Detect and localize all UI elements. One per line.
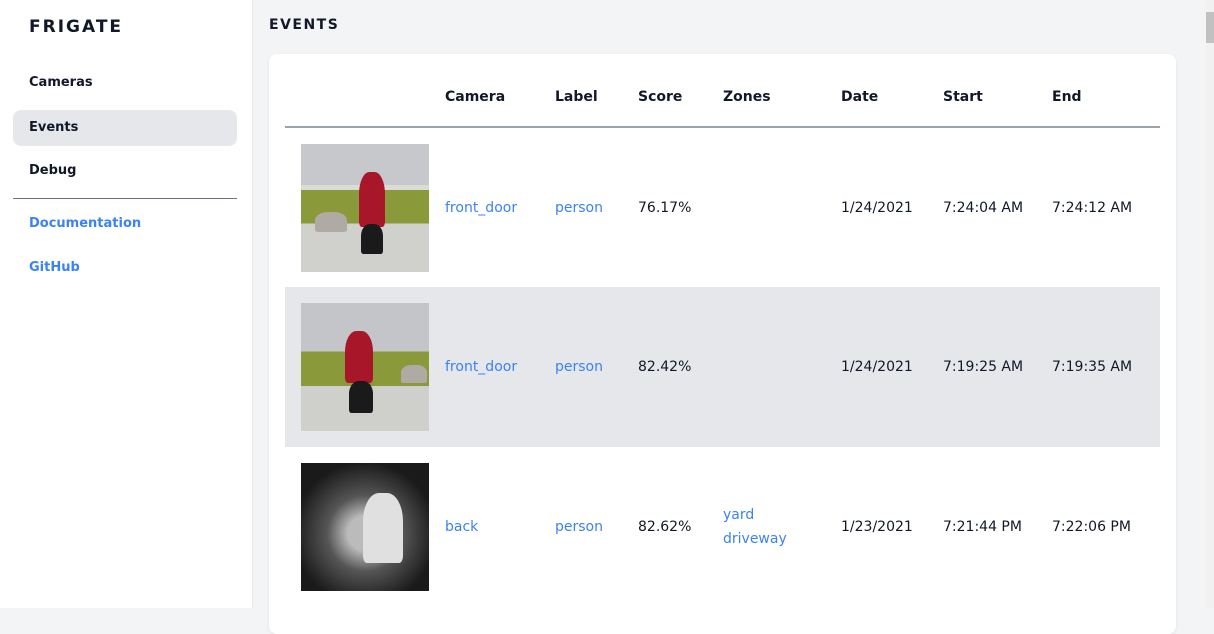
camera-link[interactable]: front_door bbox=[445, 287, 555, 447]
start-time: 7:19:25 AM bbox=[943, 287, 1052, 447]
camera-link[interactable]: back bbox=[445, 519, 479, 535]
end-time: 7:19:35 AM bbox=[1052, 287, 1160, 447]
scrollbar-thumb[interactable] bbox=[1206, 12, 1214, 43]
header-zones: Zones bbox=[723, 54, 841, 128]
events-table: Camera Label Score Zones Date Start End … bbox=[285, 54, 1160, 607]
zone-link[interactable]: driveway bbox=[723, 531, 787, 547]
sidebar-item-cameras[interactable]: Cameras bbox=[29, 75, 93, 90]
sidebar-item-debug[interactable]: Debug bbox=[29, 163, 77, 178]
score: 76.17% bbox=[638, 199, 692, 216]
date: 1/24/2021 bbox=[841, 287, 943, 447]
brand-logo: FRIGATE bbox=[29, 17, 124, 37]
score: 82.62% bbox=[638, 519, 692, 535]
header-end: End bbox=[1052, 54, 1160, 128]
sidebar-divider bbox=[13, 198, 237, 199]
event-thumbnail[interactable] bbox=[301, 303, 429, 431]
sidebar: FRIGATE Cameras Events Debug Documentati… bbox=[0, 0, 253, 608]
header-thumbnail bbox=[285, 54, 445, 128]
header-start: Start bbox=[943, 54, 1052, 128]
end-time: 7:22:06 PM bbox=[1052, 519, 1131, 535]
header-date: Date bbox=[841, 54, 943, 128]
date: 1/23/2021 bbox=[841, 519, 913, 535]
events-card: Camera Label Score Zones Date Start End … bbox=[269, 54, 1176, 634]
header-camera: Camera bbox=[445, 54, 555, 128]
score: 82.42% bbox=[638, 287, 723, 447]
zones: yard driveway bbox=[723, 447, 841, 607]
header-label: Label bbox=[555, 54, 638, 128]
date: 1/24/2021 bbox=[841, 199, 913, 216]
table-row[interactable]: front_door person 76.17% 1/24/2021 7:24:… bbox=[285, 127, 1160, 287]
table-row[interactable]: front_door person 82.42% 1/24/2021 7:19:… bbox=[285, 287, 1160, 447]
header-score: Score bbox=[638, 54, 723, 128]
label-link[interactable]: person bbox=[555, 519, 603, 535]
zones bbox=[723, 287, 841, 447]
table-row[interactable]: back person 82.62% yard driveway 1/23/202… bbox=[285, 447, 1160, 607]
scrollbar[interactable] bbox=[1206, 0, 1214, 608]
event-thumbnail[interactable] bbox=[301, 463, 429, 591]
zone-link[interactable]: yard bbox=[723, 507, 755, 523]
event-thumbnail[interactable] bbox=[301, 143, 429, 272]
sidebar-item-events[interactable]: Events bbox=[13, 110, 237, 146]
start-time: 7:24:04 AM bbox=[943, 199, 1024, 216]
label-link[interactable]: person bbox=[555, 287, 638, 447]
camera-link[interactable]: front_door bbox=[445, 199, 518, 216]
page-title: EVENTS bbox=[269, 17, 340, 33]
sidebar-link-documentation[interactable]: Documentation bbox=[29, 216, 142, 231]
sidebar-link-github[interactable]: GitHub bbox=[29, 260, 80, 275]
start-time: 7:21:44 PM bbox=[943, 519, 1022, 535]
zones bbox=[723, 127, 841, 287]
end-time: 7:24:12 AM bbox=[1052, 199, 1133, 216]
label-link[interactable]: person bbox=[555, 199, 603, 216]
